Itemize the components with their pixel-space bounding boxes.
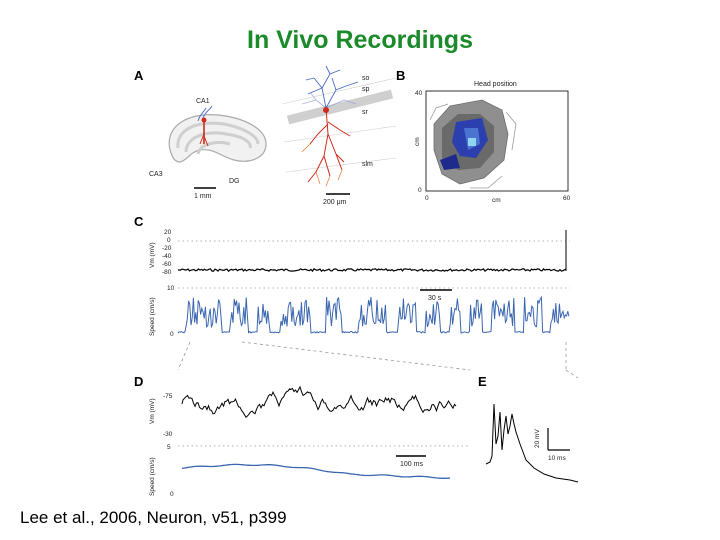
c-vm-tick-0: 20 bbox=[164, 229, 172, 236]
label-dg: DG bbox=[229, 178, 240, 185]
layer-label-sr: sr bbox=[362, 109, 369, 116]
d-vm-trace bbox=[181, 385, 457, 418]
e-scalebar-t-label: 10 ms bbox=[548, 455, 566, 462]
panel-a-letter: A bbox=[134, 68, 144, 83]
b-y-unit: cm bbox=[414, 137, 421, 146]
scalebar-1mm-label: 1 mm bbox=[194, 193, 212, 200]
layer-label-slm: slm bbox=[362, 161, 373, 168]
c-vm-trace bbox=[178, 267, 567, 273]
label-ca1: CA1 bbox=[196, 98, 210, 105]
panel-e-letter: E bbox=[478, 374, 487, 389]
b-y-tick-bottom: 0 bbox=[418, 187, 422, 194]
c-vm-tick-5: -80 bbox=[162, 269, 172, 276]
c-vm-tick-1: 0 bbox=[167, 237, 171, 244]
neuron-reconstruction bbox=[281, 65, 397, 187]
panel-c-letter: C bbox=[134, 214, 144, 229]
c-speed-tick-top: 10 bbox=[167, 285, 175, 292]
d-vm-tick-1: -30 bbox=[163, 431, 173, 438]
e-scalebar-v-label: 20 mV bbox=[534, 429, 541, 448]
c-vm-tick-4: -60 bbox=[162, 261, 172, 268]
figure: A CA1 CA3 DG 1 mm so sp sr slm 200 μm B … bbox=[134, 65, 579, 498]
b-x-tick-left: 0 bbox=[425, 195, 429, 202]
c-speed-trace bbox=[177, 295, 570, 334]
layer-label-so: so bbox=[362, 75, 370, 82]
b-y-tick-top: 40 bbox=[415, 90, 423, 97]
hippocampus-diagram bbox=[168, 105, 267, 163]
scalebar-200um-label: 200 μm bbox=[323, 199, 347, 206]
panel-b-letter: B bbox=[396, 68, 405, 83]
d-scalebar-label: 100 ms bbox=[400, 461, 423, 468]
d-speed-trace bbox=[181, 463, 451, 479]
c-vm-tick-3: -40 bbox=[162, 253, 172, 260]
b-x-unit: cm bbox=[492, 197, 501, 204]
d-speed-label: Speed (cm/s) bbox=[149, 457, 156, 496]
head-position-frame bbox=[425, 90, 569, 192]
d-vm-label: Vm (mV) bbox=[149, 398, 156, 424]
c-scalebar-label: 30 s bbox=[428, 295, 442, 302]
head-position-occupancy bbox=[429, 99, 517, 189]
panel-d-letter: D bbox=[134, 374, 143, 389]
layer-label-sp: sp bbox=[362, 86, 370, 93]
head-position-title: Head position bbox=[474, 81, 517, 88]
d-vm-tick-0: -75 bbox=[163, 393, 173, 400]
c-vm-label: Vm (mV) bbox=[149, 242, 156, 268]
c-speed-label: Speed (cm/s) bbox=[149, 297, 156, 336]
slide-title: In Vivo Recordings bbox=[247, 26, 473, 54]
c-vm-tick-2: -20 bbox=[162, 245, 172, 252]
d-speed-tick-bottom: 0 bbox=[170, 491, 174, 498]
e-spike-trace bbox=[485, 403, 579, 483]
d-speed-tick-top: 5 bbox=[167, 444, 171, 451]
citation: Lee et al., 2006, Neuron, v51, p399 bbox=[20, 508, 287, 527]
c-speed-tick-bottom: 0 bbox=[170, 331, 174, 338]
label-ca3: CA3 bbox=[149, 171, 163, 178]
b-x-tick-right: 60 bbox=[563, 195, 571, 202]
